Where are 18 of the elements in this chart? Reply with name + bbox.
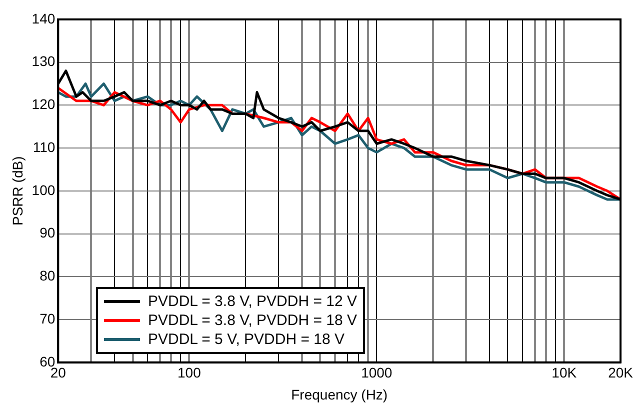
- legend-label: PVDDL = 3.8 V, PVDDH = 12 V: [148, 292, 357, 311]
- y-tick-label: 110: [32, 138, 56, 155]
- y-tick-label: 80: [40, 268, 56, 284]
- y-tick-label: 90: [40, 224, 56, 241]
- y-tick-label: 100: [32, 182, 56, 198]
- x-tick-label: 100: [178, 364, 202, 381]
- legend-label: PVDDL = 5 V, PVDDH = 18 V: [148, 330, 344, 349]
- y-tick-label: 70: [40, 310, 56, 326]
- x-tick-label: 20K: [608, 364, 634, 381]
- y-tick-label: 60: [40, 353, 56, 370]
- y-tick-label: 130: [32, 53, 56, 70]
- legend-label: PVDDL = 3.8 V, PVDDH = 18 V: [148, 311, 357, 330]
- x-tick-label: 10K: [552, 364, 578, 381]
- x-axis-title: Frequency (Hz): [291, 386, 388, 402]
- x-tick-label: 1000: [361, 364, 392, 381]
- y-axis-title: PSRR (dB): [9, 156, 26, 226]
- y-tick-label: 120: [32, 96, 56, 112]
- y-tick-label: 140: [32, 10, 56, 26]
